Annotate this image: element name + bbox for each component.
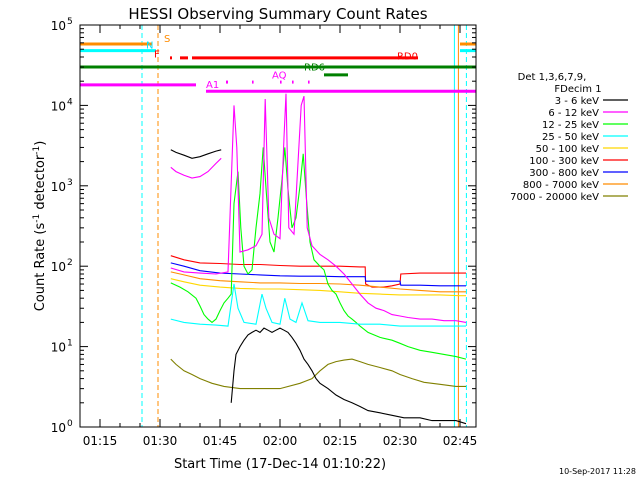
x-tick-label: 01:30: [143, 434, 178, 448]
chart-title: HESSI Observing Summary Count Rates: [128, 5, 427, 23]
y-tick-label: 10: [51, 260, 66, 274]
flag-label: RD6: [304, 63, 325, 74]
y-tick-exponent: 5: [67, 17, 73, 27]
flag-label: N: [146, 41, 153, 52]
series-line: [170, 358, 466, 390]
series-line: [170, 157, 222, 179]
x-axis-label: Start Time (17-Dec-14 01:10:22): [174, 457, 386, 472]
legend-label: 300 - 800 keV: [529, 168, 599, 179]
x-tick-label: 01:15: [83, 434, 118, 448]
flag-label: S: [164, 34, 170, 45]
series-line: [170, 93, 467, 323]
flag-label: A1: [206, 80, 219, 91]
legend-label: 50 - 100 keV: [536, 144, 600, 155]
y-tick-exponent: 0: [67, 419, 73, 429]
y-tick-exponent: 3: [67, 178, 73, 188]
y-tick-exponent: 1: [67, 339, 73, 349]
legend-label: 3 - 6 keV: [555, 96, 599, 107]
y-tick-label: 10: [51, 99, 66, 113]
legend-label: 7000 - 20000 keV: [510, 192, 599, 203]
y-tick-label: 10: [51, 19, 66, 33]
legend-label: 100 - 300 keV: [529, 156, 599, 167]
series-line: [170, 283, 466, 327]
y-tick-exponent: 2: [67, 258, 73, 268]
series-line: [170, 149, 222, 159]
y-tick-label: 10: [51, 341, 66, 355]
legend-header: FDecim 1: [554, 84, 601, 95]
legend-label: 25 - 50 keV: [542, 132, 599, 143]
flag-label: RD0: [397, 52, 418, 63]
y-axis-label: Count Rate (s-1 detector-1): [32, 141, 48, 312]
series-line: [170, 255, 466, 288]
x-tick-label: 02:00: [263, 434, 298, 448]
x-tick-label: 02:15: [323, 434, 358, 448]
x-tick-label: 02:30: [383, 434, 418, 448]
x-axis: 01:15 01:30 01:45 02:00 02:15 02:30 02:45: [79, 25, 478, 448]
plot-frame: [79, 24, 477, 428]
legend-label: 12 - 25 keV: [542, 120, 599, 131]
x-tick-label: 01:45: [203, 434, 238, 448]
flag-label: F: [154, 50, 160, 61]
series-line: [170, 271, 466, 293]
legend-header: Det 1,3,6,7,9,: [518, 72, 587, 83]
y-tick-exponent: 4: [67, 97, 73, 107]
series-line: [170, 278, 466, 297]
y-tick-label: 10: [51, 421, 66, 435]
x-tick-label: 02:45: [443, 434, 478, 448]
legend-label: 800 - 7000 keV: [523, 180, 599, 191]
flag-label: AQ: [272, 70, 287, 81]
series-line: [230, 327, 467, 425]
y-tick-label: 10: [51, 180, 66, 194]
plot-area: SNF RD0 RD6 AQ A1: [80, 25, 476, 427]
footer-date: 10-Sep-2017 11:28: [559, 467, 636, 476]
legend-label: 6 - 12 keV: [548, 108, 599, 119]
